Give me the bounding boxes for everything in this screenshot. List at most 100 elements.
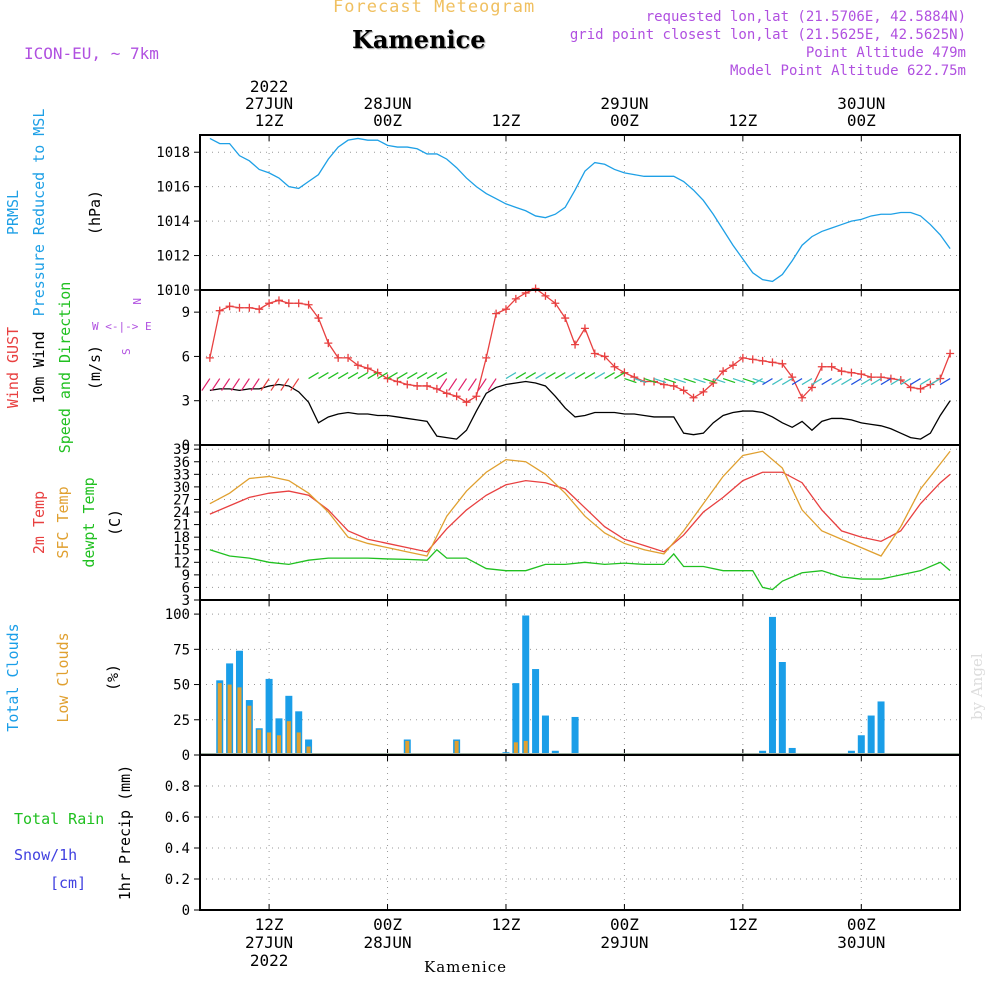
gust-marker bbox=[699, 387, 708, 396]
wind-arrow bbox=[436, 372, 448, 380]
wind-arrow bbox=[535, 372, 546, 380]
wind-arrow bbox=[525, 372, 537, 380]
gust-marker bbox=[709, 379, 718, 387]
gust-marker bbox=[393, 377, 402, 386]
panel-3: 0 25 50 75 100 Total Clouds Low Clouds (%) bbox=[4, 599, 961, 764]
wind-arrow bbox=[831, 378, 842, 386]
gust-marker bbox=[886, 374, 895, 383]
gust-marker bbox=[442, 389, 451, 398]
gust-marker bbox=[669, 381, 678, 390]
wind-arrow bbox=[841, 378, 852, 386]
wind-arrow bbox=[683, 378, 696, 384]
wind-arrow bbox=[624, 378, 637, 384]
gust-marker bbox=[630, 373, 639, 382]
y-tick-label: 1010 bbox=[156, 283, 190, 299]
top-time-label: 00Z bbox=[373, 111, 402, 130]
point-altitude: Point Altitude 479m bbox=[805, 45, 966, 61]
gust-marker bbox=[728, 361, 737, 370]
cloud-bar bbox=[306, 746, 311, 755]
y-tick-label: 50 bbox=[173, 678, 190, 694]
bottom-time-label: 28JUN bbox=[363, 933, 411, 952]
wind-arrow bbox=[347, 372, 359, 380]
gust-marker bbox=[551, 299, 560, 308]
y-tick-label: 1012 bbox=[156, 249, 190, 265]
cloud-bar bbox=[512, 683, 520, 755]
y-tick-label: 0.4 bbox=[165, 841, 190, 857]
snow-unit-label: [cm] bbox=[50, 874, 86, 892]
unit-label: (hPa) bbox=[86, 190, 104, 235]
cloud-bar bbox=[276, 735, 281, 755]
panel-4: 0 0.2 0.4 0.6 0.8 Total Rain Snow/1h [cm] 1hr Pr… bbox=[14, 754, 961, 919]
cloud-bar bbox=[877, 701, 885, 755]
wind-arrow bbox=[910, 378, 921, 386]
bottom-time-label: 12Z bbox=[728, 915, 757, 934]
y-tick-label: 39 bbox=[173, 442, 190, 458]
gust-marker bbox=[284, 299, 293, 308]
gust-marker bbox=[867, 373, 876, 382]
y-tick-label: 15 bbox=[173, 543, 190, 559]
wind-arrow bbox=[555, 372, 566, 380]
axis-label: Total Clouds bbox=[4, 623, 22, 731]
gust-marker bbox=[541, 291, 550, 300]
gust-marker bbox=[936, 374, 945, 383]
cloud-bar bbox=[768, 616, 776, 755]
wind-arrow bbox=[791, 378, 803, 386]
gust-marker bbox=[788, 373, 797, 382]
gust-marker bbox=[719, 367, 728, 376]
wind-arrow bbox=[367, 372, 379, 380]
model-label: ICON-EU, ~ 7km bbox=[24, 44, 159, 63]
wind-arrow bbox=[693, 378, 706, 384]
bottom-time-label: 12Z bbox=[255, 915, 284, 934]
wind-arrow bbox=[860, 378, 872, 386]
wind-arrow bbox=[308, 372, 319, 380]
gust-marker bbox=[847, 368, 856, 377]
cloud-bar bbox=[405, 740, 410, 755]
gust-marker bbox=[590, 349, 599, 358]
wind-arrow bbox=[732, 378, 746, 384]
wind-arrow bbox=[594, 372, 606, 380]
gust-marker bbox=[314, 314, 323, 323]
gust-marker bbox=[758, 356, 767, 365]
gust-marker bbox=[748, 355, 757, 364]
wind-arrow bbox=[801, 378, 813, 386]
gust-marker bbox=[403, 380, 412, 389]
wind-arrow bbox=[890, 378, 902, 386]
cloud-bar bbox=[847, 750, 855, 755]
gust-marker bbox=[334, 353, 343, 362]
cloud-bar bbox=[454, 740, 459, 755]
y-tick-label: 1016 bbox=[156, 180, 190, 196]
wind-arrow bbox=[703, 378, 716, 384]
y-tick-label: 12 bbox=[173, 555, 190, 571]
cloud-bar bbox=[267, 732, 272, 755]
axis-label: 10m Wind bbox=[30, 331, 48, 403]
top-time-label: 30JUN bbox=[837, 94, 885, 113]
series-line-0 bbox=[209, 471, 951, 553]
series-line-1 bbox=[209, 450, 951, 557]
gust-marker bbox=[778, 359, 787, 368]
gust-marker bbox=[472, 392, 481, 401]
gust-marker bbox=[353, 361, 362, 370]
gust-marker bbox=[462, 398, 471, 407]
top-time-label: 00Z bbox=[610, 111, 639, 130]
gust-marker bbox=[265, 299, 274, 308]
gust-marker bbox=[255, 305, 264, 314]
wind-arrow bbox=[939, 378, 951, 386]
wind-arrow bbox=[438, 378, 448, 391]
wind-arrow bbox=[653, 378, 667, 384]
y-tick-label: 75 bbox=[173, 642, 190, 658]
axis-label: Speed and Direction bbox=[56, 282, 74, 454]
wind-arrow bbox=[880, 378, 892, 386]
unit-label: (%) bbox=[104, 664, 122, 691]
wind-arrow bbox=[318, 372, 329, 380]
bottom-time-label: 00Z bbox=[610, 915, 639, 934]
cloud-bar bbox=[217, 683, 222, 755]
compass-s: S bbox=[120, 348, 133, 355]
y-tick-label: 1018 bbox=[156, 145, 190, 161]
gust-marker bbox=[492, 309, 501, 318]
gust-marker bbox=[363, 364, 372, 373]
axis-label: Pressure Reduced to MSL bbox=[30, 109, 48, 317]
unit-label: 1hr Precip (mm) bbox=[116, 765, 134, 900]
cloud-bar bbox=[257, 729, 262, 755]
gust-marker bbox=[679, 386, 688, 395]
